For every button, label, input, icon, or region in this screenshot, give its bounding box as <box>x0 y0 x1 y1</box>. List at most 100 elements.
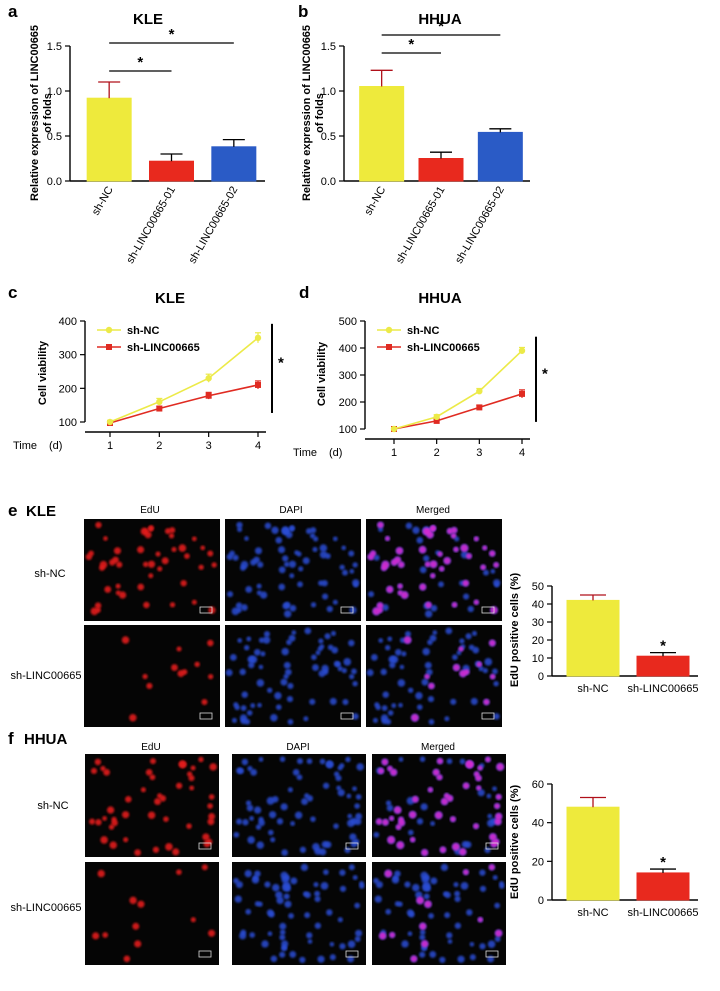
micro-e-nucleus <box>289 604 297 612</box>
micro-e-edu-cell <box>424 561 431 568</box>
chart-a-ytick-label: 1.5 <box>47 41 62 53</box>
micro-f-nucleus <box>245 800 252 806</box>
micro-e-edu-cell <box>104 586 112 593</box>
chart-b-sig-star: * <box>408 36 414 53</box>
micro-f-nucleus <box>447 939 453 944</box>
micro-e-nucleus <box>465 633 472 640</box>
micro-e-edu-cell <box>367 553 375 561</box>
chart-d-ytick-label: 400 <box>339 343 357 355</box>
micro-e-nucleus <box>332 536 338 542</box>
chart-a-ytick-label: 1.0 <box>47 86 62 98</box>
micro-f-edu-cell <box>410 955 418 963</box>
micro-e-edu-cell <box>458 646 464 652</box>
micro-e-nucleus <box>243 645 250 651</box>
chart-c-xlabel-unit: (d) <box>49 440 62 452</box>
micro-e-nucleus <box>246 710 253 716</box>
micro-e-nucleus <box>416 704 423 711</box>
micro-e-edu-cell <box>137 546 145 554</box>
micro-e-nucleus <box>294 550 299 555</box>
micro-f-nucleus <box>245 908 252 915</box>
micro-e-nucleus <box>235 602 243 609</box>
chart-a-xtick-label: sh-LINC00665-02 <box>187 185 241 266</box>
micro-f-nucleus <box>404 881 411 888</box>
micro-f-nucleus <box>401 940 409 948</box>
micro-e-nucleus <box>319 544 328 552</box>
micro-f-nucleus <box>250 768 258 776</box>
micro-f-edu-cell <box>434 811 443 819</box>
micro-e-edu-cell <box>377 521 384 529</box>
micro-f-nucleus <box>354 803 360 809</box>
micro-f-edu-cell <box>94 758 102 766</box>
chart-b-xtick-label: sh-LINC00665-01 <box>394 185 448 266</box>
micro-f-nucleus <box>454 895 461 903</box>
micro-f-nucleus <box>314 895 321 903</box>
img-e-row-label-shnc: sh-NC <box>34 568 65 580</box>
micro-e-nucleus <box>399 664 405 670</box>
micro-e-nucleus <box>258 664 264 670</box>
micro-f-nucleus <box>255 824 262 830</box>
micro-e-nucleus <box>381 705 388 711</box>
micro-e-nucleus <box>249 655 258 664</box>
chart-f-bar-2 <box>636 872 690 901</box>
micro-f-edu-cell <box>206 838 213 845</box>
micro-e-edu-cell <box>168 533 175 539</box>
micro-f-nucleus <box>346 793 352 799</box>
micro-e-edu-cell <box>463 669 470 675</box>
micro-e-nucleus <box>246 636 252 642</box>
chart-d-xtick-label: 1 <box>391 447 397 459</box>
micro-f-nucleus <box>296 774 303 781</box>
micro-f-nucleus <box>281 849 289 856</box>
chart-d-legend-marker-1 <box>385 326 393 334</box>
micro-f-nucleus <box>352 875 358 881</box>
micro-e-nucleus <box>422 647 430 656</box>
micro-e-img-bg <box>84 625 220 727</box>
panel-label-b: b <box>298 2 308 21</box>
micro-e-nucleus <box>470 697 478 705</box>
micro-e-nucleus <box>378 638 384 643</box>
micro-f-nucleus <box>494 902 501 909</box>
chart-c-xtick-label: 3 <box>206 440 212 452</box>
micro-e-nucleus <box>241 691 248 698</box>
micro-e-edu-cell <box>473 536 479 542</box>
micro-e-edu-cell <box>191 536 197 542</box>
micro-f-nucleus <box>322 782 330 789</box>
micro-e-nucleus <box>310 602 317 608</box>
chart-f-ytick-label: 60 <box>532 779 544 791</box>
micro-f-nucleus <box>499 883 505 889</box>
chart-c-series-1-point <box>205 375 212 382</box>
micro-e-nucleus <box>324 633 331 640</box>
micro-e-nucleus <box>327 644 334 651</box>
chart-d-series-1-point <box>433 413 440 421</box>
micro-f-edu-cell <box>389 816 394 821</box>
micro-f-nucleus <box>287 787 293 793</box>
micro-e-img-bg <box>366 625 502 727</box>
micro-f-nucleus <box>429 950 437 958</box>
micro-f-nucleus <box>385 800 392 806</box>
chart-b-ytick-label: 0.0 <box>321 176 336 188</box>
chart-e-ytick-label: 30 <box>532 617 544 629</box>
chart-f-xtick-label: sh-NC <box>577 907 608 919</box>
micro-f-edu-cell <box>436 758 444 765</box>
micro-f-edu-cell <box>108 824 115 830</box>
micro-e-edu-cell <box>386 586 394 593</box>
micro-f-edu-cell <box>485 756 491 763</box>
chart-c-series-2-line <box>109 384 259 424</box>
micro-f-edu-cell <box>465 760 473 769</box>
micro-e-nucleus <box>319 644 325 650</box>
micro-f-img-bg <box>372 862 506 965</box>
micro-e-nucleus <box>250 703 256 709</box>
micro-f-nucleus <box>283 893 290 900</box>
micro-e-nucleus <box>270 713 278 722</box>
chart-d-series-1-point <box>518 347 526 354</box>
chart-e-bar-1 <box>566 599 620 677</box>
micro-e-scale-bar <box>199 712 213 720</box>
micro-f-nucleus <box>492 875 498 881</box>
micro-e-edu-cell <box>176 646 182 652</box>
micro-f-nucleus <box>459 758 466 765</box>
micro-e-edu-cell <box>211 562 217 568</box>
micro-e-nucleus <box>315 650 321 656</box>
micro-e-nucleus <box>468 644 475 651</box>
micro-e-nucleus <box>427 695 435 703</box>
micro-e-nucleus <box>305 528 312 535</box>
img-e-header-merged: Merged <box>416 505 450 516</box>
